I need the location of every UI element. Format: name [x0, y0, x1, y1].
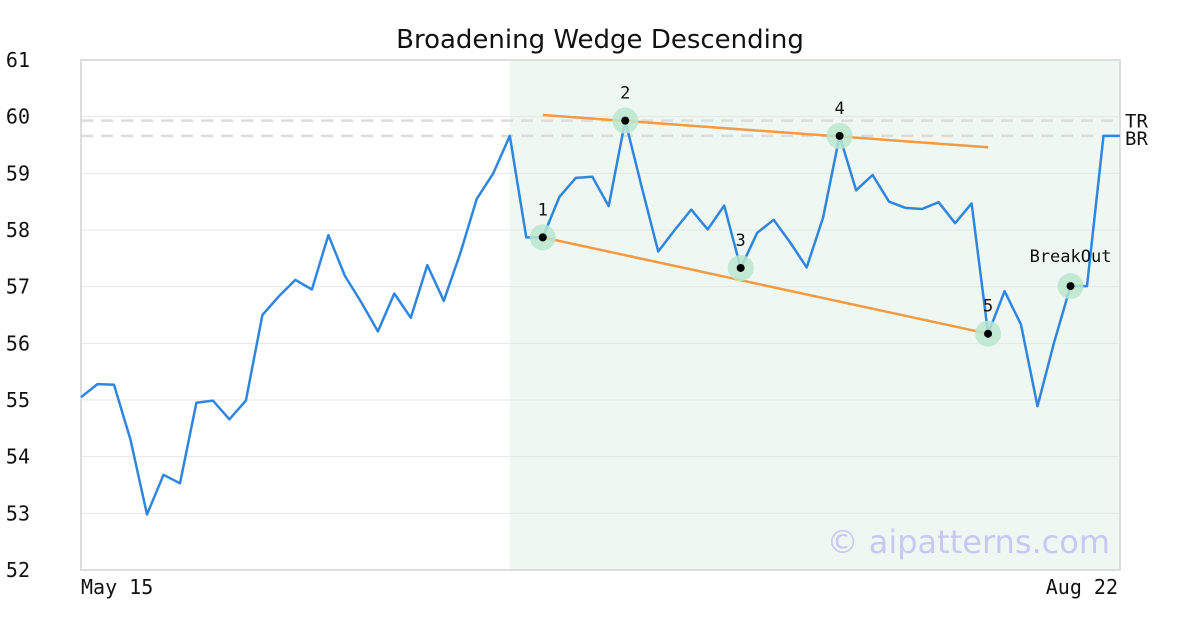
- pivot-label: 4: [835, 99, 845, 119]
- pivot-label: 2: [620, 84, 630, 104]
- pivot-point: [621, 116, 630, 125]
- pivot-point: [984, 329, 993, 338]
- y-tick-label: 61: [6, 48, 30, 72]
- x-tick-label: Aug 22: [1046, 575, 1118, 599]
- y-tick-label: 55: [6, 388, 30, 412]
- trend-line-lower: [542, 236, 989, 335]
- reference-line-label: BR: [1125, 128, 1148, 150]
- y-tick-label: 58: [6, 218, 30, 242]
- y-tick-label: 59: [6, 161, 30, 185]
- watermark: © aipatterns.com: [827, 523, 1110, 561]
- pivot-label: BreakOut: [1030, 247, 1112, 267]
- y-tick-label: 53: [6, 501, 30, 525]
- plot-frame: [80, 59, 1121, 571]
- pattern-region: [509, 60, 1120, 570]
- y-tick-label: 60: [6, 105, 30, 129]
- y-tick-label: 52: [6, 558, 30, 582]
- pivot-point: [835, 131, 844, 140]
- pivot-point: [736, 263, 745, 272]
- x-tick-label: May 15: [81, 575, 153, 599]
- pivot-point: [538, 233, 547, 242]
- y-tick-label: 57: [6, 275, 30, 299]
- price-line: [80, 119, 1120, 516]
- chart-title: Broadening Wedge Descending: [396, 25, 804, 55]
- pivot-point: [1066, 282, 1075, 291]
- y-tick-label: 56: [6, 331, 30, 355]
- y-tick-label: 54: [6, 445, 30, 469]
- pivot-label: 5: [983, 297, 993, 317]
- pivot-label: 3: [736, 231, 746, 251]
- reference-line-label: TR: [1125, 111, 1148, 133]
- pivot-label: 1: [538, 200, 548, 220]
